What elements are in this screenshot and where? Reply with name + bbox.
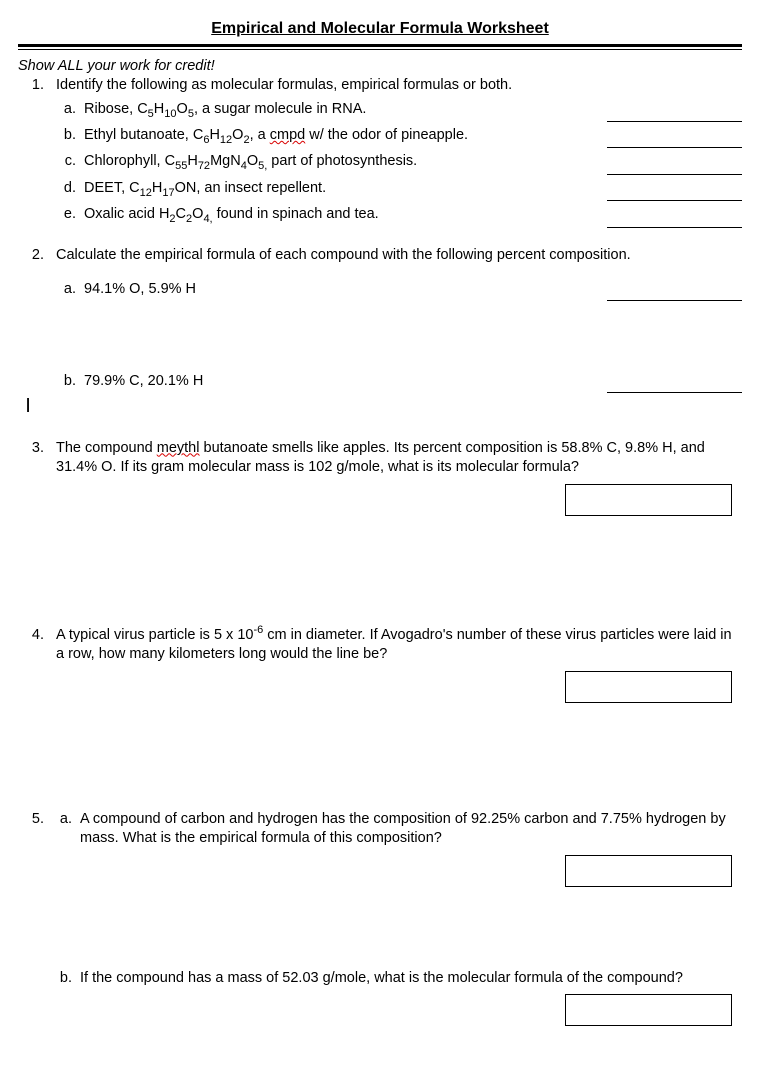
q1-stem: Identify the following as molecular form… [56, 76, 742, 96]
t: w/ the odor of pineapple. [305, 127, 468, 143]
q1d: DEET, C12H17ON, an insect repellent. [80, 178, 742, 201]
q1b-text: Ethyl butanoate, C6H12O2, a cmpd w/ the … [84, 125, 468, 148]
q2b: 79.9% C, 20.1% H [80, 371, 742, 393]
q1d-blank[interactable] [607, 184, 742, 201]
q1b: Ethyl butanoate, C6H12O2, a cmpd w/ the … [80, 125, 742, 148]
q3: The compound meythl butanoate smells lik… [48, 439, 742, 601]
t: found in spinach and tea. [213, 206, 379, 222]
q5a-blank[interactable] [565, 855, 732, 887]
t: Oxalic acid H [84, 206, 169, 222]
q2a-blank[interactable] [607, 284, 742, 301]
title-rule [18, 44, 742, 50]
t: part of photosynthesis. [267, 153, 417, 169]
t: -6 [253, 624, 263, 636]
q1a: Ribose, C5H10O5, a sugar molecule in RNA… [80, 99, 742, 122]
t: H [152, 180, 162, 196]
t: C [176, 206, 186, 222]
t: 10 [164, 107, 176, 119]
q1d-text: DEET, C12H17ON, an insect repellent. [84, 178, 326, 201]
t: O [177, 101, 188, 117]
t: 55 [175, 160, 187, 172]
q1c: Chlorophyll, C55H72MgN4O5, part of photo… [80, 151, 742, 174]
q5b: If the compound has a mass of 52.03 g/mo… [76, 969, 742, 1027]
q1b-blank[interactable] [607, 131, 742, 148]
t: , a [250, 127, 270, 143]
question-list: Identify the following as molecular form… [18, 76, 742, 1026]
t: H [187, 153, 197, 169]
q2a-text: 94.1% O, 5.9% H [84, 279, 196, 301]
instructions: Show ALL your work for credit! [18, 58, 742, 74]
q2a: 94.1% O, 5.9% H [80, 279, 742, 301]
t: 72 [198, 160, 210, 172]
text-cursor: | [26, 397, 30, 413]
q1-subs: Ribose, C5H10O5, a sugar molecule in RNA… [56, 99, 742, 228]
spell-err: cmpd [270, 127, 305, 143]
q1e-blank[interactable] [607, 211, 742, 228]
q3-blank[interactable] [565, 484, 732, 516]
q1e-text: Oxalic acid H2C2O4, found in spinach and… [84, 204, 379, 227]
q1a-text: Ribose, C5H10O5, a sugar molecule in RNA… [84, 99, 366, 122]
q1a-blank[interactable] [607, 105, 742, 122]
t: 5, [258, 160, 267, 172]
t: Ribose, C [84, 101, 148, 117]
t: 4, [203, 213, 212, 225]
t: 12 [140, 187, 152, 199]
spell-err: meythl [157, 440, 200, 456]
q5a-text: A compound of carbon and hydrogen has th… [80, 810, 742, 849]
page-title: Empirical and Molecular Formula Workshee… [18, 20, 742, 38]
t: DEET, C [84, 180, 140, 196]
t: O [192, 206, 203, 222]
t: H [209, 127, 219, 143]
q5b-text: If the compound has a mass of 52.03 g/mo… [80, 969, 742, 989]
t: 12 [220, 134, 232, 146]
t: MgN [210, 153, 241, 169]
q2-stem: Calculate the empirical formula of each … [56, 246, 742, 266]
q1c-text: Chlorophyll, C55H72MgN4O5, part of photo… [84, 151, 417, 174]
t: O [232, 127, 243, 143]
t: Chlorophyll, C [84, 153, 175, 169]
t: 17 [162, 187, 174, 199]
q2: Calculate the empirical formula of each … [48, 246, 742, 413]
t: ON, an insect repellent. [175, 180, 327, 196]
q1e: Oxalic acid H2C2O4, found in spinach and… [80, 204, 742, 227]
t: The compound [56, 440, 157, 456]
q2b-blank[interactable] [607, 376, 742, 393]
t: O [247, 153, 258, 169]
q4-text: A typical virus particle is 5 x 10-6 cm … [56, 623, 742, 665]
q4-blank[interactable] [565, 671, 732, 703]
q1c-blank[interactable] [607, 158, 742, 175]
t: Ethyl butanoate, C [84, 127, 203, 143]
q2-subs: 94.1% O, 5.9% H 79.9% C, 20.1% H [56, 279, 742, 393]
q5: A compound of carbon and hydrogen has th… [48, 810, 742, 1027]
q5b-blank[interactable] [565, 994, 732, 1026]
q1: Identify the following as molecular form… [48, 76, 742, 228]
q5-subs: A compound of carbon and hydrogen has th… [56, 810, 742, 1027]
q3-text: The compound meythl butanoate smells lik… [56, 439, 742, 478]
q2b-text: 79.9% C, 20.1% H [84, 371, 203, 393]
t: H [154, 101, 164, 117]
q5a: A compound of carbon and hydrogen has th… [76, 810, 742, 947]
q4: A typical virus particle is 5 x 10-6 cm … [48, 623, 742, 788]
t: A typical virus particle is 5 x 10 [56, 627, 253, 643]
t: , a sugar molecule in RNA. [194, 101, 366, 117]
